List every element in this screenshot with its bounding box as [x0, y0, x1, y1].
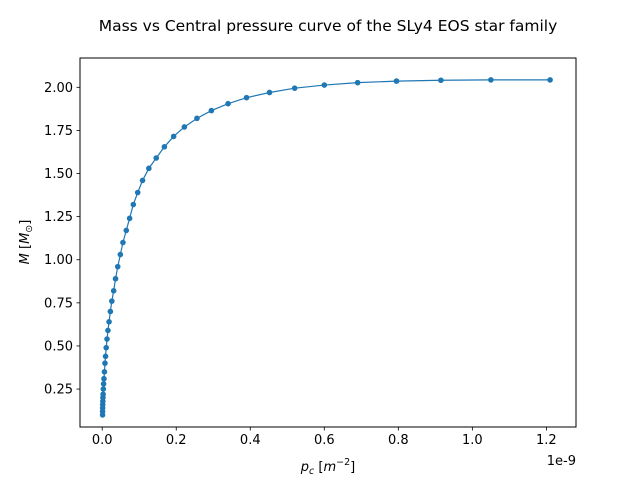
- data-point: [170, 133, 177, 140]
- data-point: [146, 165, 152, 172]
- data-point: [134, 189, 141, 196]
- data-point: [488, 77, 494, 83]
- y-tick-label: 0.25: [44, 383, 73, 398]
- data-point: [100, 381, 107, 387]
- series-layer: [99, 77, 553, 418]
- x-axis-ticks: 0.0 0.2 0.4 0.6 0.8 1.0 1.2: [92, 427, 557, 448]
- data-point: [120, 239, 126, 246]
- y-axis-ticks: 0.25 0.50 0.75 1.00 1.25 1.50 1.75 2.00: [44, 81, 80, 398]
- data-point: [321, 82, 328, 88]
- y-tick-label: 1.00: [44, 253, 73, 268]
- data-point: [100, 386, 107, 392]
- data-point: [266, 89, 273, 96]
- data-point: [112, 275, 119, 282]
- x-tick-label: 1.2: [536, 433, 557, 448]
- data-point: [393, 78, 400, 84]
- chart-title: Mass vs Central pressure curve of the SL…: [99, 17, 558, 35]
- y-tick-label: 1.75: [44, 124, 73, 139]
- x-axis-offset-text: 1e-9: [547, 454, 576, 469]
- y-axis-label: M [M⊙]: [18, 220, 35, 265]
- data-point: [291, 85, 298, 91]
- data-point: [117, 251, 124, 258]
- data-point: [130, 201, 137, 208]
- y-tick-label: 0.75: [44, 296, 73, 311]
- data-point: [126, 215, 133, 222]
- data-point: [109, 298, 115, 304]
- x-axis-label: pc [m−2]: [300, 457, 355, 477]
- data-point: [110, 287, 117, 294]
- x-tick-label: 0.6: [314, 433, 335, 448]
- x-tick-label: 0.8: [388, 433, 409, 448]
- x-tick-label: 0.0: [92, 433, 113, 448]
- data-point: [105, 327, 111, 334]
- data-point: [104, 336, 110, 342]
- data-point: [101, 369, 108, 375]
- data-point: [102, 353, 109, 360]
- data-point: [102, 360, 108, 367]
- data-point: [153, 155, 160, 161]
- data-point: [208, 107, 215, 114]
- data-point: [225, 100, 231, 107]
- data-point: [103, 344, 110, 351]
- data-point: [547, 77, 553, 83]
- y-tick-label: 1.25: [44, 210, 73, 225]
- data-point: [123, 227, 130, 234]
- data-point: [101, 375, 107, 382]
- data-point: [107, 308, 114, 315]
- y-tick-label: 1.50: [44, 167, 73, 182]
- data-point: [438, 77, 444, 84]
- data-point: [243, 94, 250, 101]
- y-tick-label: 0.50: [44, 339, 73, 354]
- data-point: [106, 319, 112, 325]
- x-tick-label: 1.0: [462, 433, 483, 448]
- data-point: [194, 115, 200, 122]
- data-point: [100, 391, 106, 398]
- data-point: [181, 124, 188, 130]
- data-point: [139, 177, 146, 184]
- data-point: [354, 79, 361, 86]
- y-tick-label: 2.00: [44, 81, 73, 96]
- data-point: [161, 144, 168, 150]
- x-tick-label: 0.2: [166, 433, 187, 448]
- data-point: [114, 263, 121, 270]
- plot-frame: [79, 57, 577, 428]
- x-tick-label: 0.4: [240, 433, 261, 448]
